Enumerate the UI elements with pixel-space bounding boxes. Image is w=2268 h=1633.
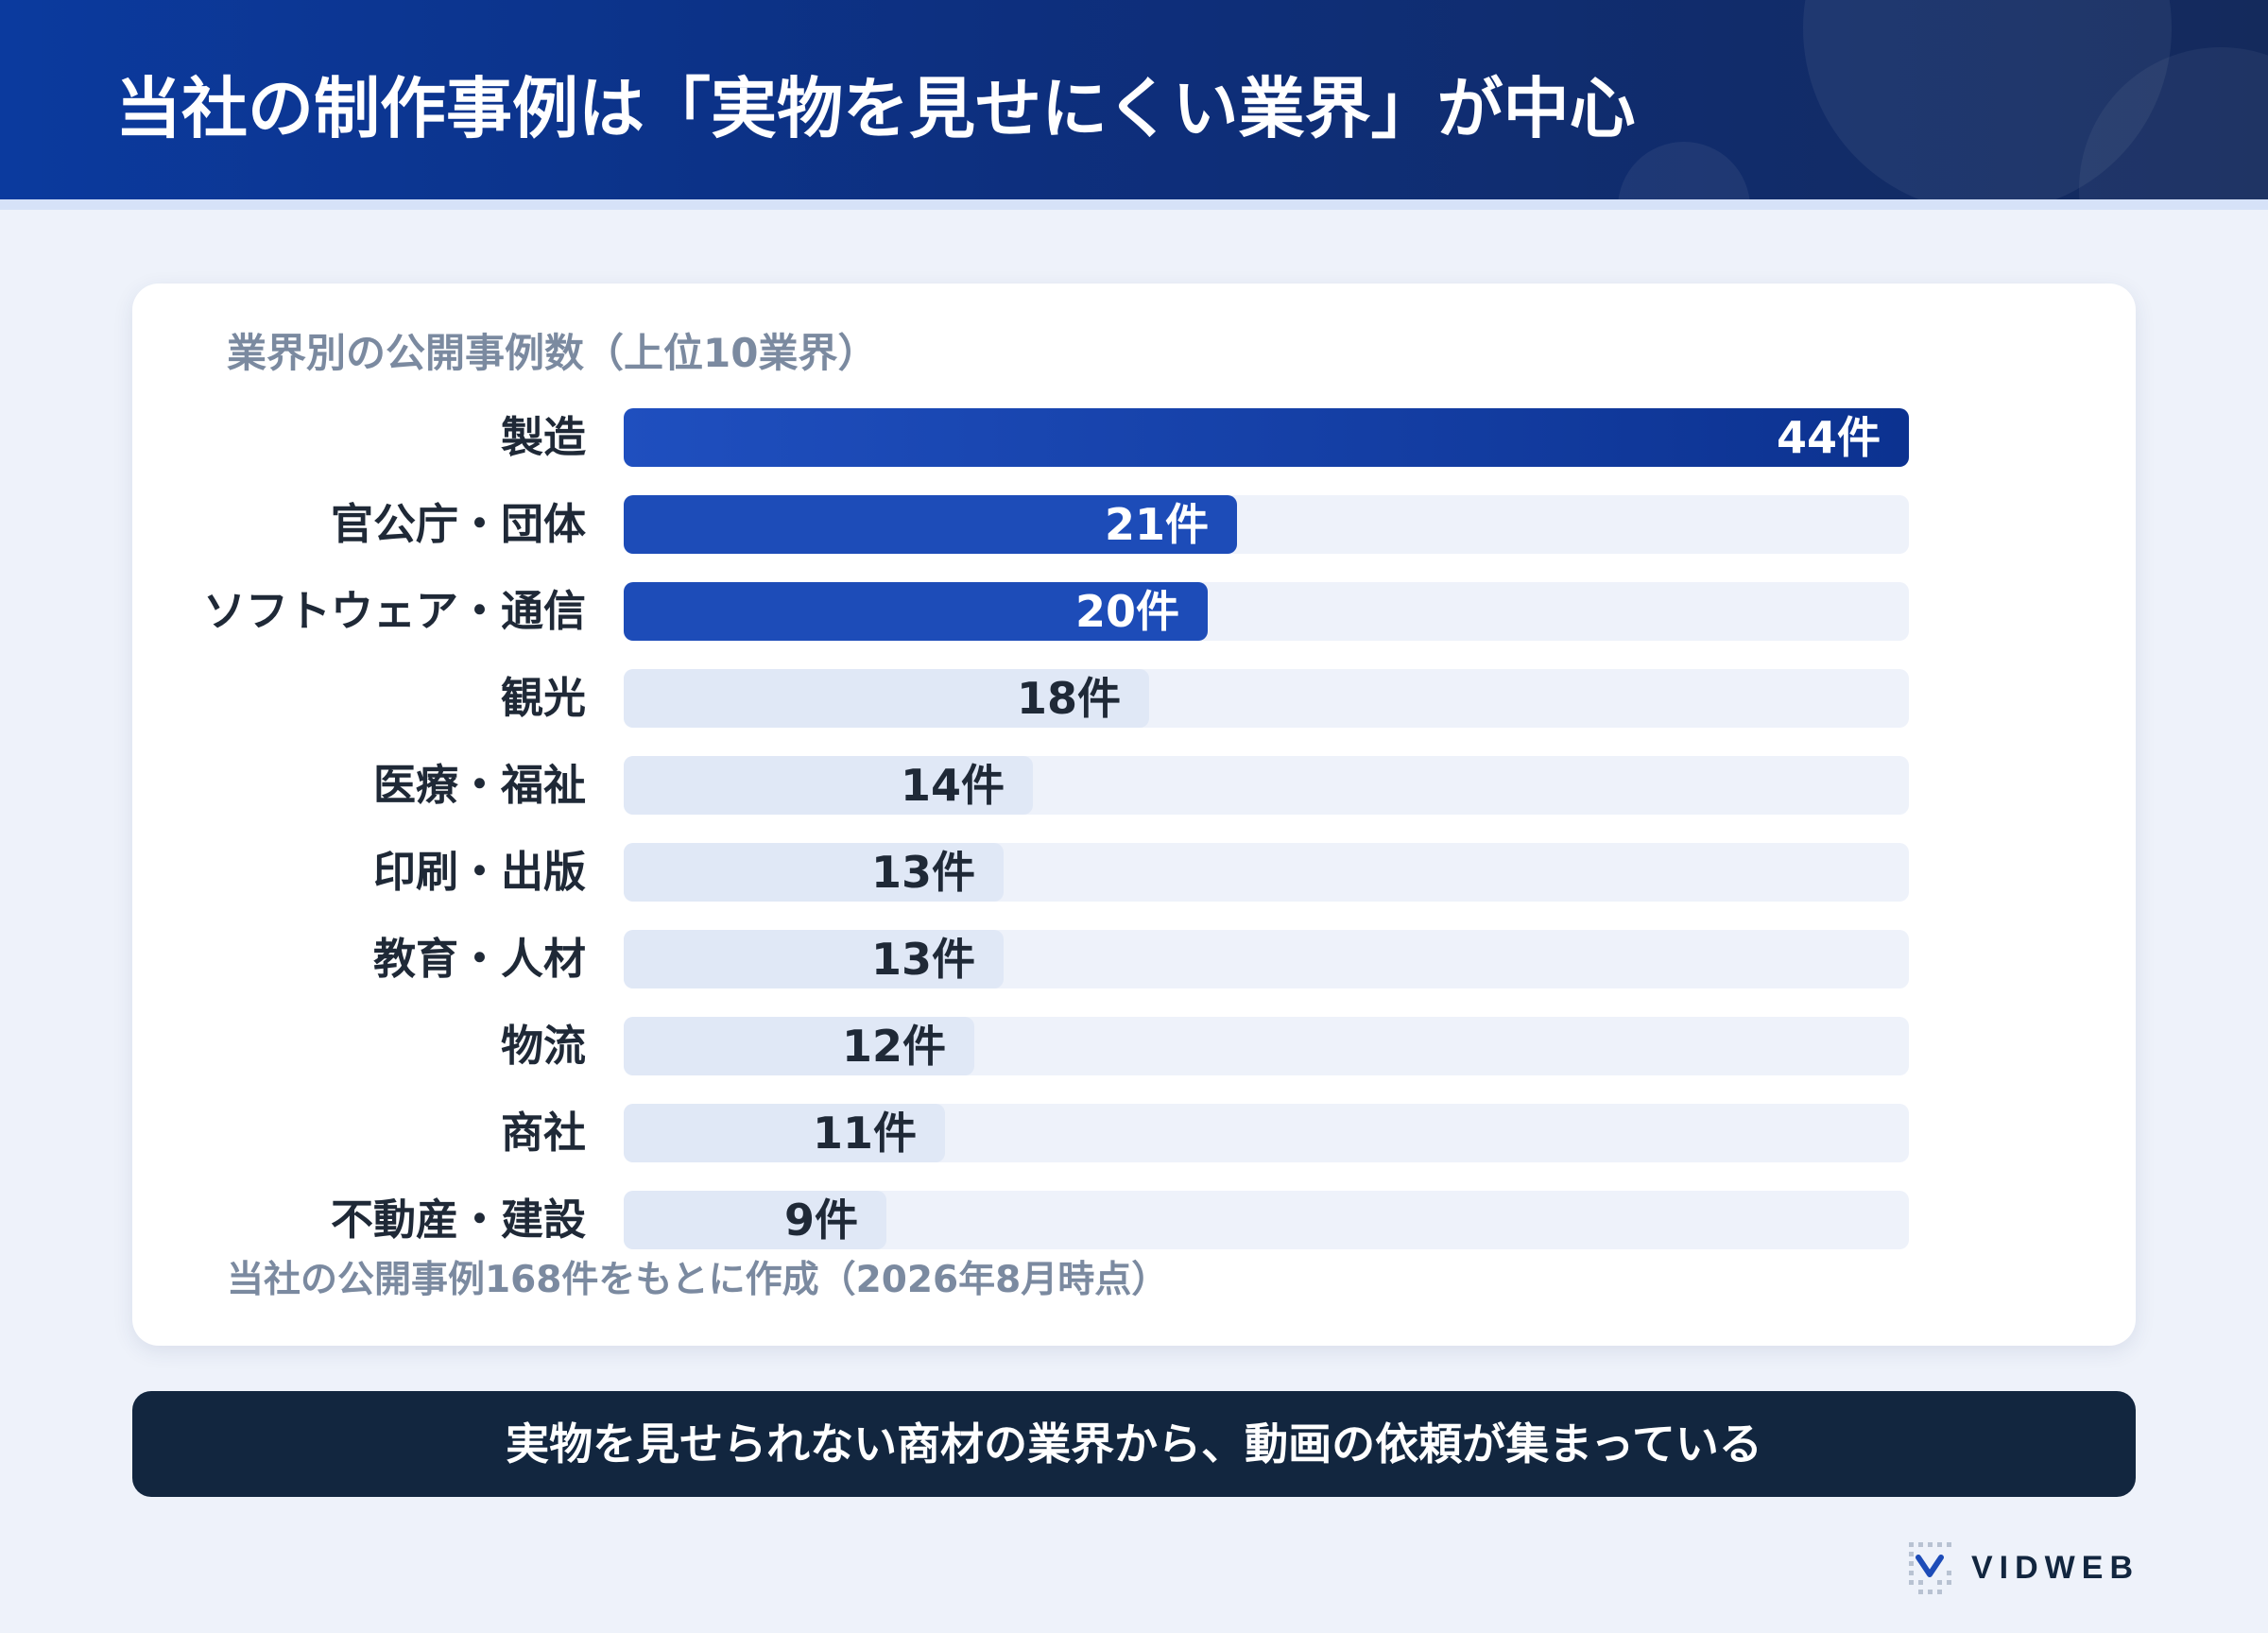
bar-value-label: 20件 [1074,586,1179,637]
bar [624,669,1149,728]
bar [624,1104,945,1162]
summary-banner: 実物を見せられない商材の業界から、動画の依頼が集まっている [132,1391,2136,1497]
bar [624,408,1909,467]
category-label: 教育・人材 [372,934,586,984]
bar [624,495,1237,554]
chart-source-note: 当社の公開事例168件をもとに作成（2026年8月時点） [227,1259,1169,1301]
category-label: ソフトウェア・通信 [202,586,586,636]
bar-value-label: 13件 [870,934,975,985]
category-label: 物流 [500,1021,586,1071]
summary-text: 実物を見せられない商材の業界から、動画の依頼が集まっている [506,1418,1762,1470]
page-title: 当社の制作事例は「実物を見せにくい業界」が中心 [115,70,1636,147]
bar-value-label: 13件 [870,847,975,898]
category-label: 製造 [500,412,586,462]
bar-value-label: 12件 [841,1021,946,1072]
bar [624,1017,974,1075]
category-label: 官公庁・団体 [330,499,586,549]
category-label: 商社 [500,1108,586,1158]
bar-value-label: 44件 [1776,412,1881,463]
brand-logo: VIDWEB [1907,1540,2139,1595]
logo-wordmark: VIDWEB [1971,1550,2139,1586]
bar [624,843,1004,902]
bar [624,582,1208,641]
category-label: 医療・福祉 [372,760,586,810]
header-divider [0,199,2268,210]
bar-value-label: 14件 [900,760,1005,811]
category-label: 印刷・出版 [372,847,586,897]
bar-value-label: 9件 [783,1195,858,1246]
bar [624,1191,886,1249]
bar-value-label: 18件 [1016,673,1121,724]
header-banner: 当社の制作事例は「実物を見せにくい業界」が中心 [0,0,2268,199]
category-label: 不動産・建設 [330,1195,586,1245]
chart-title: 業界別の公開事例数（上位10業界） [227,330,878,376]
bar [624,756,1033,815]
bar-value-label: 11件 [812,1108,917,1159]
bar-value-label: 21件 [1104,499,1209,550]
dotted-v-logo-icon [1909,1542,1951,1594]
bar [624,930,1004,988]
category-label: 観光 [500,673,586,723]
